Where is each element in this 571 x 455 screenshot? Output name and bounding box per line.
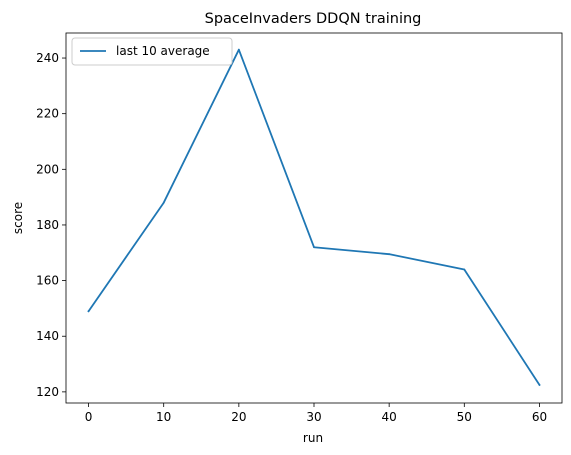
plot-area: 0 10 20 30 40 50 60 120 140 160 180 200 220 240 [36, 32, 563, 424]
data-point [388, 253, 391, 256]
y-tick-label: 220 [36, 107, 59, 121]
x-axis: 0 10 20 30 40 50 60 [85, 403, 547, 424]
y-tick-label: 240 [36, 51, 59, 65]
x-axis-label: run [303, 431, 323, 445]
legend: last 10 average [71, 37, 233, 66]
x-tick-label: 20 [231, 410, 246, 424]
data-point [87, 310, 90, 313]
data-point [538, 384, 541, 386]
y-axis: 120 140 160 180 200 220 240 [36, 51, 66, 399]
y-tick-label: 120 [36, 385, 59, 399]
data-point [162, 201, 165, 204]
plot-frame [65, 32, 563, 404]
chart-title: SpaceInvaders DDQN training [205, 11, 422, 27]
legend-box [71, 37, 233, 66]
y-tick-label: 180 [36, 218, 59, 232]
x-tick-label: 10 [156, 410, 171, 424]
series-line [87, 48, 541, 387]
legend-label: last 10 average [116, 44, 210, 58]
y-tick-label: 140 [36, 329, 59, 343]
x-tick-label: 50 [457, 410, 472, 424]
data-point [237, 48, 240, 51]
data-point [463, 268, 466, 271]
x-tick-label: 40 [382, 410, 397, 424]
x-tick-label: 30 [306, 410, 321, 424]
x-tick-label: 0 [85, 410, 93, 424]
y-axis-label: score [11, 202, 25, 234]
y-tick-label: 160 [36, 274, 59, 288]
series-layer [87, 48, 541, 387]
data-point [313, 246, 315, 249]
y-tick-label: 200 [36, 162, 59, 176]
x-tick-label: 60 [532, 410, 547, 424]
